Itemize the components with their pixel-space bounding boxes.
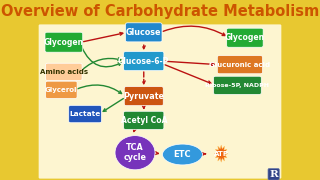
Text: Glucose: Glucose: [126, 28, 162, 37]
Text: Glucose-6-P: Glucose-6-P: [118, 57, 170, 66]
Ellipse shape: [163, 144, 203, 165]
Text: ETC: ETC: [174, 150, 191, 159]
FancyBboxPatch shape: [217, 56, 262, 74]
Text: Glycogen: Glycogen: [225, 33, 265, 42]
FancyBboxPatch shape: [227, 28, 263, 47]
Polygon shape: [214, 145, 228, 162]
Text: Ribose-5P, NADPH: Ribose-5P, NADPH: [205, 83, 269, 88]
FancyBboxPatch shape: [46, 63, 82, 80]
FancyBboxPatch shape: [124, 111, 164, 129]
Ellipse shape: [115, 136, 155, 170]
FancyArrowPatch shape: [163, 26, 225, 36]
Text: Amino acids: Amino acids: [40, 69, 88, 75]
Text: Acetyl CoA: Acetyl CoA: [121, 116, 167, 125]
Text: ATP: ATP: [214, 151, 229, 157]
Text: Lactate: Lactate: [69, 111, 101, 117]
FancyBboxPatch shape: [124, 87, 163, 106]
FancyArrowPatch shape: [82, 48, 121, 67]
FancyBboxPatch shape: [125, 23, 162, 42]
FancyBboxPatch shape: [38, 23, 282, 180]
Text: R: R: [269, 170, 278, 179]
FancyArrowPatch shape: [82, 58, 121, 70]
FancyBboxPatch shape: [213, 76, 261, 94]
Text: Overview of Carbohydrate Metabolism: Overview of Carbohydrate Metabolism: [1, 4, 319, 19]
Text: Pyruvate: Pyruvate: [123, 92, 164, 101]
FancyBboxPatch shape: [45, 32, 83, 52]
Text: Glucuronic acid: Glucuronic acid: [209, 62, 270, 68]
FancyBboxPatch shape: [69, 105, 101, 123]
FancyBboxPatch shape: [124, 51, 164, 71]
Text: Glycerol: Glycerol: [45, 87, 77, 93]
FancyArrowPatch shape: [78, 85, 122, 94]
Text: TCA
cycle: TCA cycle: [124, 143, 147, 162]
Bar: [35, 0, 285, 23]
FancyBboxPatch shape: [46, 81, 77, 98]
Text: Glycogen: Glycogen: [44, 38, 84, 47]
